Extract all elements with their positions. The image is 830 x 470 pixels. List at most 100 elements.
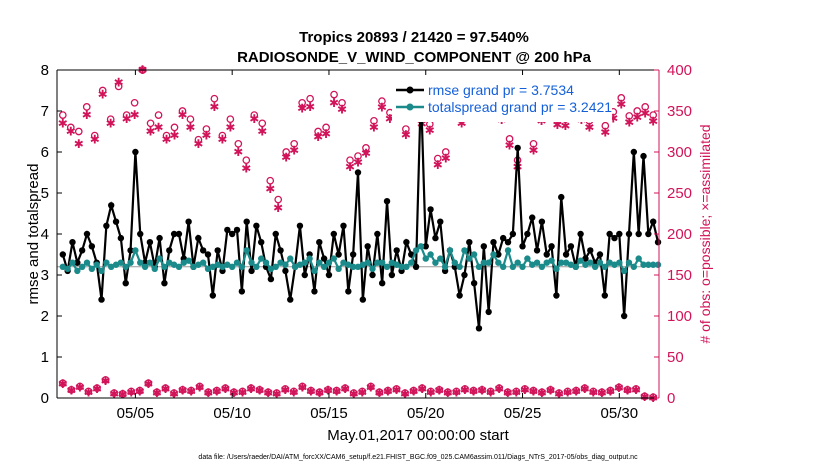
obs-assimilated-point: ✱ — [74, 137, 84, 151]
totalspread-point — [408, 259, 415, 266]
y-tick-label: 2 — [41, 308, 49, 325]
obs-assimilated-point: ✱ — [357, 385, 367, 399]
rmse-point — [606, 230, 613, 238]
totalspread-point — [591, 263, 599, 270]
obs-possible-point — [82, 103, 91, 111]
obs-possible-point — [409, 386, 418, 395]
totalspread-point — [306, 255, 313, 262]
y-right-tick-label: 0 — [667, 390, 675, 407]
obs-assimilated-point: ✱ — [186, 384, 196, 398]
obs-possible-point — [66, 123, 75, 132]
obs-assimilated-point: ✱ — [377, 101, 387, 115]
obs-assimilated-point: ✱ — [560, 119, 570, 133]
rmse-point — [611, 234, 618, 242]
legend-label-totalspread: totalspread grand pr = 3.2421 — [428, 99, 612, 115]
obs-assimilated-point: ✱ — [169, 387, 179, 401]
obs-assimilated-point: ✱ — [434, 384, 444, 398]
totalspread-point — [504, 247, 512, 254]
rmse-point — [577, 230, 584, 238]
obs-possible-point — [106, 115, 115, 124]
rmse-point — [311, 288, 318, 295]
obs-possible-point — [546, 385, 555, 394]
obs-assimilated-point: ✱ — [58, 116, 68, 130]
rmse-point — [364, 243, 371, 250]
rmse-point — [107, 202, 115, 209]
totalspread-point — [180, 259, 187, 266]
rmse-point — [519, 243, 526, 250]
obs-possible-point — [529, 139, 538, 148]
obs-assimilated-point: ✱ — [305, 100, 315, 114]
obs-possible-point — [170, 389, 178, 397]
obs-assimilated-point: ✱ — [109, 387, 119, 401]
rmse-point — [543, 251, 550, 258]
obs-assimilated-point: ✱ — [640, 106, 650, 120]
rmse-point — [432, 234, 439, 242]
obs-possible-point — [250, 111, 259, 119]
obs-assimilated-point: ✱ — [289, 143, 299, 157]
obs-possible-point — [366, 382, 375, 391]
rmse-point — [553, 292, 560, 299]
obs-possible-point — [153, 388, 161, 397]
obs-possible-point — [258, 119, 267, 128]
totalspread-point — [369, 265, 376, 273]
totalspread-point — [199, 259, 207, 266]
totalspread-point — [499, 263, 507, 270]
obs-possible-point — [101, 376, 110, 384]
legend-box — [392, 82, 612, 122]
obs-assimilated-point: ✱ — [622, 384, 632, 398]
y-tick-label: 4 — [41, 226, 49, 243]
rmse-point — [437, 218, 444, 225]
rmse-point — [248, 267, 255, 275]
obs-assimilated-point: ✱ — [486, 385, 496, 399]
obs-possible-point — [443, 388, 452, 397]
obs-possible-point — [234, 139, 243, 148]
totalspread-point — [291, 263, 299, 270]
obs-possible-point — [606, 386, 615, 395]
obs-possible-point — [298, 98, 307, 107]
y-right-tick-label: 400 — [667, 62, 692, 79]
totalspread-point — [93, 261, 100, 268]
totalspread-point — [175, 263, 183, 270]
obs-possible-point — [572, 386, 581, 395]
obs-possible-point — [230, 388, 238, 397]
rmse-point — [340, 222, 347, 229]
totalspread-point — [359, 261, 367, 268]
obs-assimilated-point: ✱ — [460, 383, 470, 397]
totalspread-point — [170, 261, 178, 268]
obs-assimilated-point: ✱ — [178, 384, 188, 398]
obs-assimilated-point: ✱ — [297, 102, 307, 116]
y-tick-label: 3 — [41, 267, 49, 284]
totalspread-point — [253, 263, 260, 270]
totalspread-point — [204, 265, 212, 273]
totalspread-point — [538, 263, 546, 270]
obs-possible-point — [266, 176, 275, 185]
obs-possible-point — [127, 387, 136, 396]
obs-assimilated-point: ✱ — [306, 384, 316, 398]
obs-assimilated-point: ✱ — [154, 120, 164, 134]
obs-assimilated-point: ✱ — [400, 387, 410, 401]
obs-assimilated-point: ✱ — [201, 129, 211, 143]
obs-assimilated-point: ✱ — [505, 138, 515, 152]
obs-possible-point — [649, 111, 658, 119]
obs-assimilated-point: ✱ — [177, 108, 187, 122]
obs-assimilated-point: ✱ — [255, 384, 265, 398]
totalspread-point — [480, 259, 488, 266]
totalspread-point — [78, 263, 86, 270]
obs-assimilated-point: ✱ — [545, 384, 555, 398]
obs-assimilated-point: ✱ — [146, 125, 156, 139]
totalspread-point — [620, 267, 628, 275]
obs-assimilated-point: ✱ — [233, 145, 243, 159]
obs-possible-point — [617, 94, 626, 102]
rmse-point — [112, 218, 120, 225]
rmse-point — [388, 271, 396, 279]
obs-assimilated-point: ✱ — [130, 108, 140, 122]
y-tick-label: 5 — [41, 185, 49, 202]
totalspread-point — [127, 259, 134, 266]
y-tick-label: 0 — [41, 390, 49, 407]
rmse-point — [253, 222, 260, 229]
rmse-point — [117, 234, 125, 242]
rmse-point — [354, 169, 362, 176]
obs-assimilated-point: ✱ — [605, 384, 615, 398]
obs-possible-point — [122, 111, 131, 119]
rmse-point — [78, 247, 86, 254]
